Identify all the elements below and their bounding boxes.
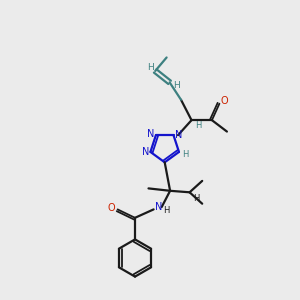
Text: O: O — [108, 203, 116, 213]
Text: N: N — [147, 129, 154, 139]
Text: H: H — [173, 82, 180, 91]
Text: H: H — [147, 64, 154, 73]
Text: N: N — [155, 202, 162, 212]
Text: H: H — [163, 206, 169, 215]
Text: H: H — [193, 194, 200, 203]
Text: N: N — [175, 130, 183, 140]
Text: O: O — [220, 96, 228, 106]
Text: N: N — [142, 147, 149, 157]
Text: H: H — [182, 150, 188, 159]
Text: H: H — [195, 121, 201, 130]
